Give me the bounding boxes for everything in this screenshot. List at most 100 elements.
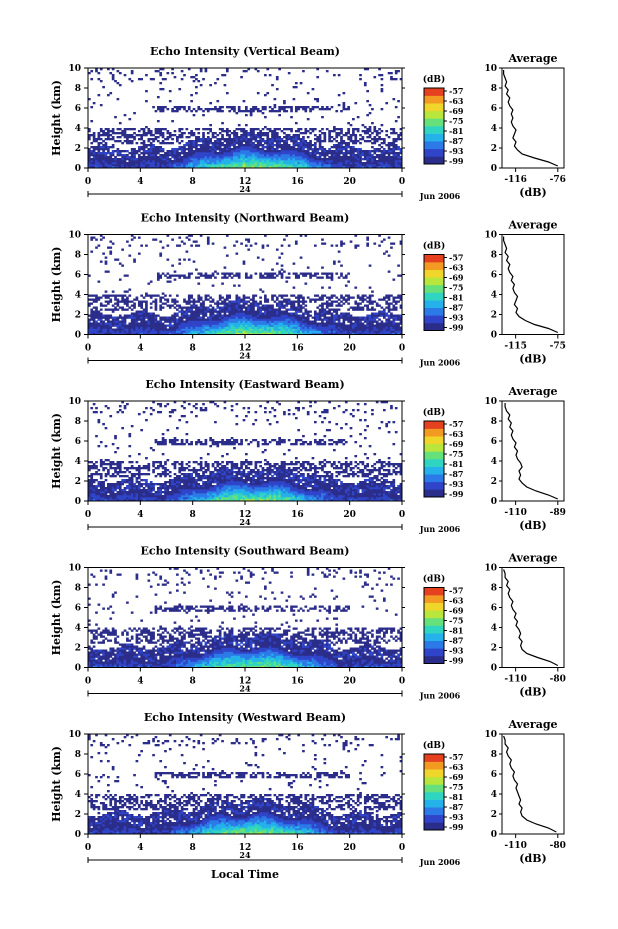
heatmap-cell (392, 166, 396, 169)
heatmap-cell (245, 150, 248, 153)
heatmap-cell (280, 162, 284, 165)
heatmap-cell (247, 330, 251, 333)
heatmap-cell (245, 166, 248, 169)
heatmap-cell (254, 156, 258, 159)
heatmap-cell (99, 128, 103, 131)
heatmap-cell (268, 330, 272, 333)
heatmap-cell (204, 108, 208, 111)
heatmap-cell (297, 108, 301, 111)
heatmap-cell (259, 136, 262, 139)
heatmap-cell (283, 270, 286, 273)
heatmap-cell (252, 128, 255, 131)
heatmap-cell (278, 140, 281, 143)
heatmap-cell (180, 164, 184, 167)
heatmap-cell (104, 445, 108, 448)
heatmap-cell (178, 262, 182, 265)
heatmap-cell (252, 108, 255, 111)
heatmap-cell (99, 459, 103, 462)
heatmap-cell (135, 314, 139, 317)
heatmap-cell (290, 138, 293, 141)
heatmap-cell (290, 158, 293, 161)
heatmap-cell (214, 322, 217, 325)
heatmap-cell (254, 106, 258, 109)
heatmap-cell (104, 467, 108, 470)
heatmap-cell (366, 150, 369, 153)
heatmap-cell (385, 134, 389, 137)
heatmap-cell (92, 316, 96, 319)
heatmap-cell (304, 110, 308, 113)
heatmap-cell (168, 274, 172, 277)
heatmap-cell (264, 140, 267, 143)
heatmap-cell (275, 320, 279, 323)
heatmap-cell (95, 238, 98, 241)
heatmap-cell (382, 332, 386, 335)
heatmap-cell (290, 156, 293, 159)
heatmap-cell (183, 146, 186, 149)
heatmap-cell (245, 110, 248, 113)
heatmap-cell (242, 132, 246, 135)
heatmap-cell (178, 160, 182, 163)
heatmap-cell (133, 132, 136, 135)
heatmap-cell (337, 324, 341, 327)
heatmap-cell (380, 74, 384, 77)
heatmap-cell (275, 296, 279, 299)
heatmap-cell (235, 140, 239, 143)
heatmap-cell (280, 138, 284, 141)
heatmap-cell (97, 146, 101, 149)
heatmap-cell (283, 144, 286, 147)
heatmap-cell (268, 308, 272, 311)
heatmap-cell (228, 148, 232, 151)
heatmap-cell (245, 320, 248, 323)
heatmap-cell (225, 164, 229, 167)
heatmap-cell (266, 148, 270, 151)
heatmap-cell (118, 84, 122, 87)
heatmap-cell (311, 154, 315, 157)
heatmap-cell (399, 158, 403, 161)
heatmap-cell (292, 160, 296, 163)
heatmap-cell (247, 332, 251, 335)
heatmap-cell (111, 144, 115, 147)
heatmap-cell (302, 158, 305, 161)
heatmap-cell (335, 144, 339, 147)
heatmap-cell (256, 308, 260, 311)
heatmap-cell (399, 320, 403, 323)
heatmap-cell (159, 162, 163, 165)
heatmap-cell (88, 156, 91, 159)
heatmap-cell (116, 308, 120, 311)
heatmap-cell (140, 318, 144, 321)
heatmap-cell (278, 106, 281, 109)
heatmap-cell (230, 318, 234, 321)
heatmap-cell (337, 146, 341, 149)
heatmap-cell (285, 298, 289, 301)
heatmap-cell (211, 328, 215, 331)
heatmap-cell (275, 316, 279, 319)
heatmap-cell (147, 312, 151, 315)
heatmap-cell (316, 276, 320, 279)
heatmap-cell (137, 302, 141, 305)
heatmap-cell (197, 328, 201, 331)
heatmap-cell (195, 326, 198, 329)
heatmap-cell (221, 164, 224, 167)
heatmap-cell (316, 330, 320, 333)
heatmap-cell (159, 252, 163, 255)
heatmap-cell (266, 330, 270, 333)
heatmap-cell (294, 148, 298, 151)
heatmap-cell (142, 154, 146, 157)
heatmap-cell (180, 240, 184, 243)
heatmap-cell (168, 294, 172, 297)
heatmap-cell (275, 142, 279, 145)
heatmap-cell (228, 312, 232, 315)
heatmap-cell (204, 144, 208, 147)
heatmap-cell (399, 166, 403, 169)
heatmap-cell (123, 136, 127, 139)
heatmap-cell (221, 148, 224, 151)
heatmap-cell (309, 160, 312, 163)
heatmap-cell (371, 154, 374, 157)
heatmap-cell (271, 276, 274, 279)
heatmap-cell (254, 140, 258, 143)
heatmap-cell (171, 72, 174, 75)
heatmap-cell (159, 330, 163, 333)
heatmap-cell (380, 160, 384, 163)
heatmap-cell (237, 150, 241, 153)
heatmap-cell (340, 144, 343, 147)
